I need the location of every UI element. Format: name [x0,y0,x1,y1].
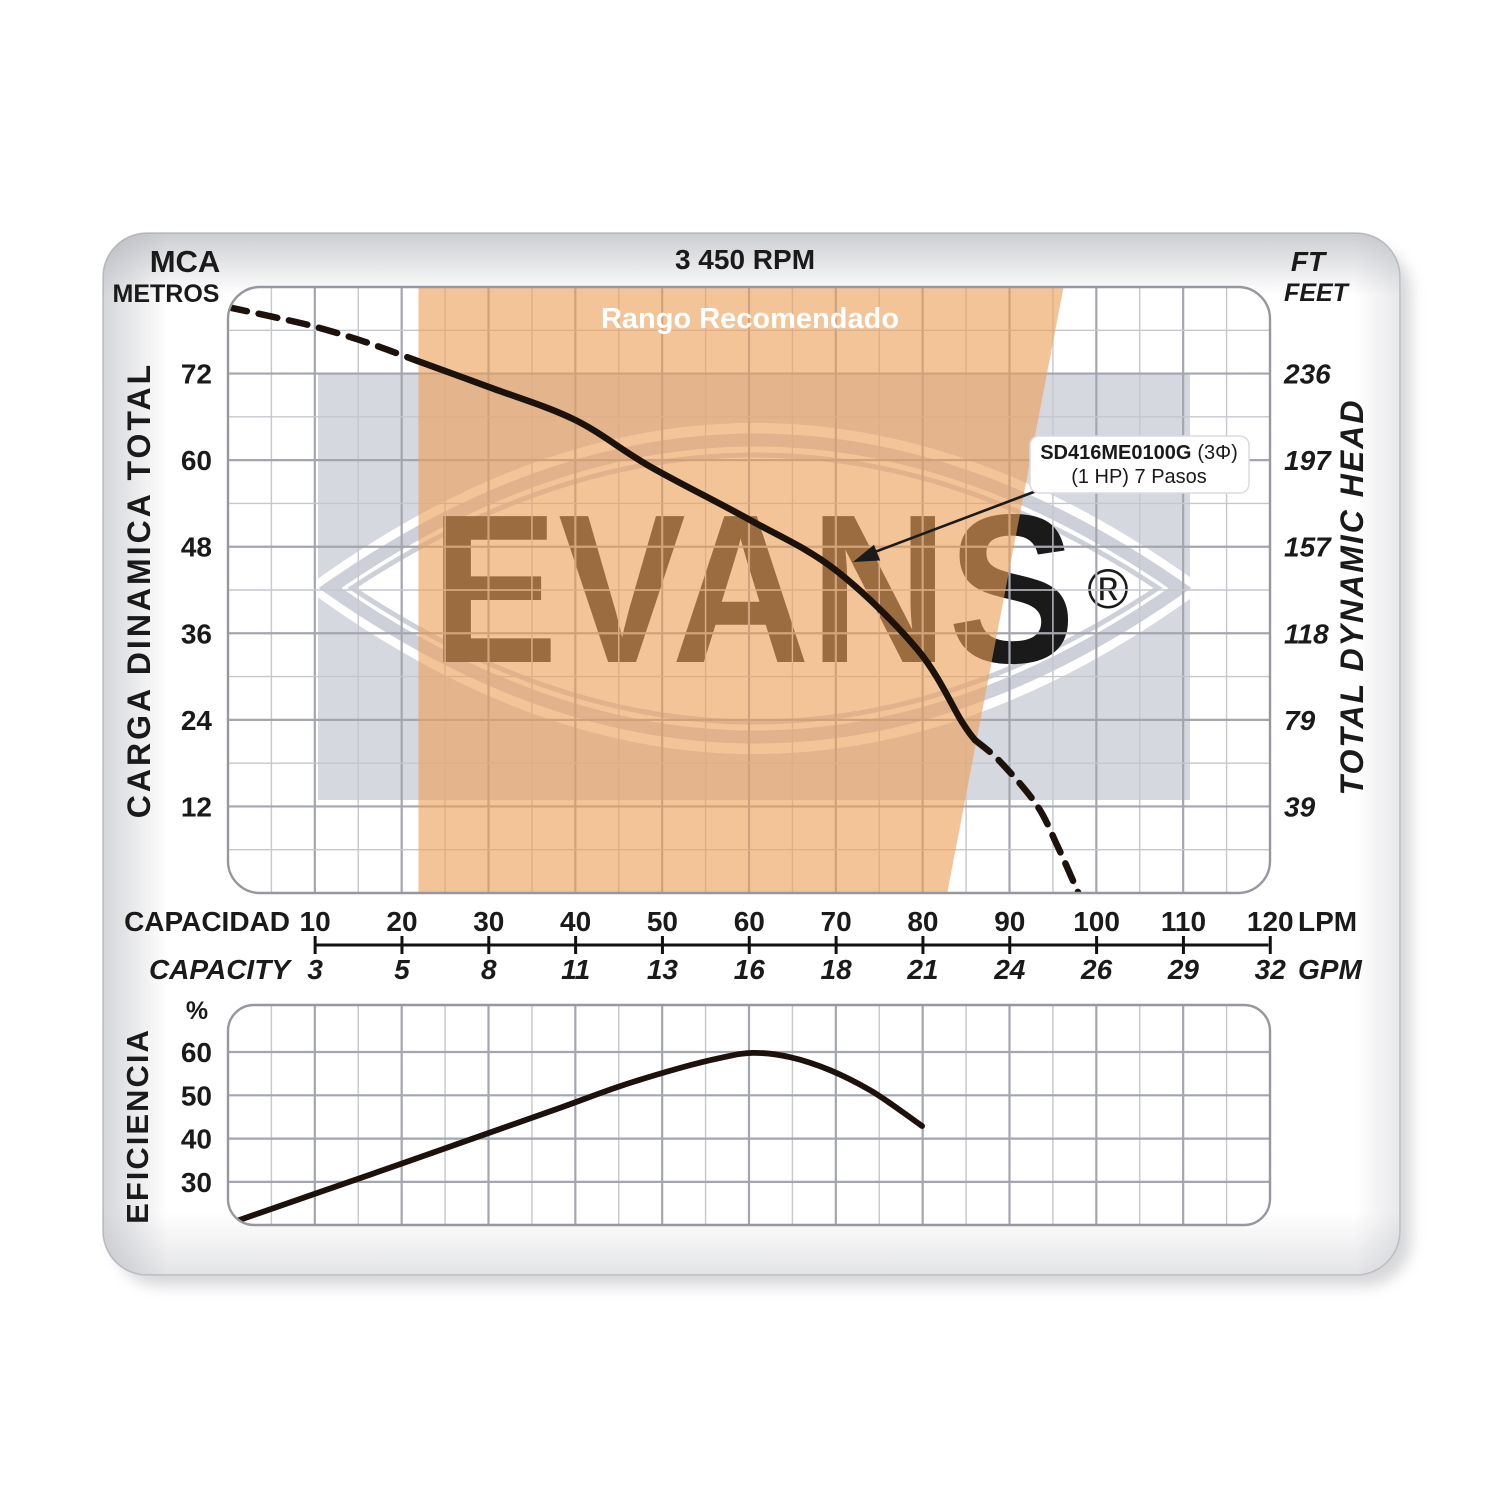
lpm-tick-label: 40 [560,906,591,937]
lpm-tick-label: 90 [994,906,1025,937]
head-curve-layer [229,303,1082,892]
feet-tick-label: 236 [1283,359,1331,390]
lpm-unit-label: LPM [1298,906,1357,937]
gpm-tick-label: 21 [906,954,938,985]
metres-tick-label: 48 [181,532,212,563]
efficiency-chart: % 60 50 40 30 [181,997,1272,1227]
lpm-tick-label: 10 [300,906,331,937]
recommended-range-band [418,288,1064,892]
lpm-tick-label: 20 [386,906,417,937]
annotation-arrowhead-icon [853,544,881,562]
capacity-axis: CAPACIDAD CAPACITY 10 3 20 5 30 8 40 11 50 13 60 16… [124,906,1362,985]
efficiency-tick-label: 50 [181,1080,212,1111]
head-y-tick-labels: 72 236 60 197 48 157 36 118 24 79 12 39 [181,359,1332,823]
efficiency-tick-label: 60 [181,1037,212,1068]
efficiency-curve-layer [234,1049,925,1224]
head-curve-solid [415,358,979,744]
lpm-tick-label: 110 [1161,906,1206,937]
annotation-arrow-line [871,485,1048,555]
y-right-axis-title: TOTAL DYNAMIC HEAD [1334,399,1370,796]
feet-tick-label: 118 [1284,618,1329,649]
lpm-tick-label: 120 [1247,906,1294,937]
recommended-range-layer [418,288,1064,892]
efficiency-plot-border [226,1003,1272,1227]
unit-feet-label: FEET [1284,279,1351,307]
feet-tick-label: 79 [1284,705,1316,736]
lpm-tick-label: 80 [907,906,938,937]
efficiency-tick-label: 40 [181,1124,212,1155]
lpm-tick-label: 100 [1073,906,1120,937]
lpm-tick-label: 60 [734,906,765,937]
unit-metros-label: METROS [113,280,220,308]
gpm-tick-label: 13 [647,954,679,985]
feet-tick-label: 157 [1284,532,1332,563]
registered-trademark-icon: ® [1087,557,1128,620]
metres-tick-label: 60 [181,445,212,476]
efficiency-axis-title: EFICIENCIA [120,1028,155,1224]
lpm-tick-label: 50 [647,906,678,937]
pump-annotation: SD416ME0100G (3Φ) (1 HP) 7 Pasos [853,435,1250,562]
annotation-phase: (3Φ) [1197,442,1237,464]
lpm-tick-label: 70 [821,906,852,937]
feet-tick-label: 197 [1284,445,1332,476]
gpm-tick-label: 18 [821,954,853,985]
efficiency-y-tick-labels: 60 50 40 30 [181,1037,212,1198]
feet-tick-label: 39 [1284,791,1316,822]
annotation-line1: SD416ME0100G (3Φ) [1040,442,1238,464]
gpm-tick-label: 26 [1080,954,1113,985]
gpm-tick-label: 29 [1167,954,1200,985]
capacity-axis-labels: 10 3 20 5 30 8 40 11 50 13 60 16 70 18 80 21 90 24 100 26 11… [300,906,1294,985]
gpm-tick-label: 5 [394,954,410,985]
gpm-tick-label: 24 [993,954,1026,985]
head-curve-dashed [971,736,1082,892]
lpm-tick-label: 30 [473,906,504,937]
gpm-tick-label: 11 [561,954,590,985]
unit-mca-label: MCA [150,244,221,279]
efficiency-curve [234,1049,925,1224]
gpm-tick-label: 16 [734,954,766,985]
head-curve-dashed [229,303,422,365]
recommended-range-label: Rango Recomendado [601,303,899,335]
annotation-model: SD416ME0100G [1040,442,1191,464]
gpm-unit-label: GPM [1298,954,1362,985]
capacity-axis-ticks [313,936,1272,954]
metres-tick-label: 36 [181,618,212,649]
gpm-tick-label: 8 [481,954,497,985]
head-plot-border [226,285,1272,895]
annotation-line2: (1 HP) 7 Pasos [1071,466,1207,488]
metres-tick-label: 12 [181,791,212,822]
percent-label: % [186,997,208,1025]
y-left-axis-title: CARGA DINAMICA TOTAL [121,362,157,818]
annotation-box [1029,435,1250,494]
capacity-label: CAPACITY [149,954,292,985]
capacidad-label: CAPACIDAD [124,906,290,937]
rpm-title: 3 450 RPM [675,244,815,275]
unit-ft-label: FT [1291,246,1328,277]
head-chart: EVANS ® Rango Recomendado 72236601974815… [181,285,1332,895]
gpm-tick-label: 32 [1255,954,1287,985]
efficiency-tick-label: 30 [181,1167,212,1198]
gpm-tick-label: 3 [307,954,323,985]
metres-tick-label: 24 [181,705,213,736]
metres-tick-label: 72 [181,359,212,390]
